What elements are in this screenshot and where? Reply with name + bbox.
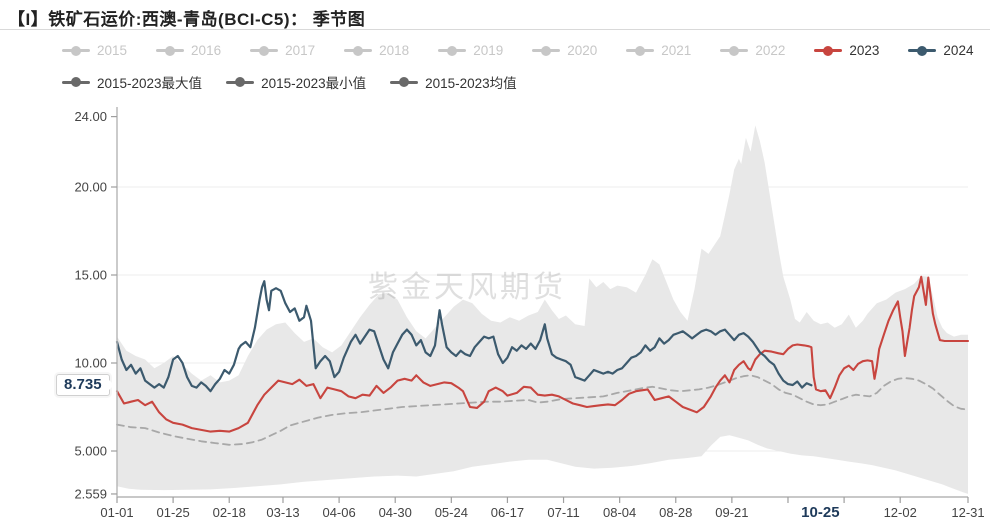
legend-item-2016[interactable]: 2016 xyxy=(156,43,221,58)
legend-label: 2021 xyxy=(661,43,692,58)
legend-item-2015-2023均值[interactable]: 2015-2023均值 xyxy=(390,72,517,92)
y-tick-label: 24.00 xyxy=(74,109,107,124)
legend-label: 2020 xyxy=(567,43,598,58)
legend-item-2015-2023最小值[interactable]: 2015-2023最小值 xyxy=(226,72,366,92)
x-tick-label: 06-17 xyxy=(491,505,524,520)
legend-row-years: 2015 2016 2017 2018 2019 2020 2021 2022 2023 2024 xyxy=(62,43,973,58)
legend-label: 2016 xyxy=(191,43,222,58)
current-value-badge: 8.735 xyxy=(56,374,114,397)
x-tick-label: 04-30 xyxy=(379,505,412,520)
legend-label: 2015-2023最大值 xyxy=(97,76,203,91)
legend-label: 2019 xyxy=(473,43,504,58)
legend-item-2015-2023最大值[interactable]: 2015-2023最大值 xyxy=(62,72,202,92)
x-tick-label: 07-11 xyxy=(547,505,579,520)
x-tick-label: 12-31 xyxy=(951,505,984,520)
x-tick-label: 12-02 xyxy=(884,505,917,520)
legend-marker-icon xyxy=(908,45,937,56)
x-tick-label: 09-21 xyxy=(715,505,748,520)
legend-item-2015[interactable]: 2015 xyxy=(62,43,127,58)
series-line-2023 xyxy=(115,275,970,433)
y-tick-label: 5.000 xyxy=(74,444,107,459)
minmax-band xyxy=(117,125,968,494)
x-tick-label: 02-18 xyxy=(213,505,246,520)
legend-marker-icon xyxy=(532,45,561,56)
legend-marker-icon xyxy=(720,45,749,56)
legend-label: 2018 xyxy=(379,43,410,58)
legend-item-2024[interactable]: 2024 xyxy=(908,43,973,58)
legend-item-2019[interactable]: 2019 xyxy=(438,43,503,58)
legend-item-2020[interactable]: 2020 xyxy=(532,43,597,58)
legend-marker-icon xyxy=(390,77,419,87)
legend-item-2017[interactable]: 2017 xyxy=(250,43,315,58)
x-tick-label: 04-06 xyxy=(322,505,355,520)
legend-label: 2023 xyxy=(849,43,880,58)
legend-marker-icon xyxy=(814,45,843,56)
x-tick-label: 03-13 xyxy=(266,505,299,520)
legend-marker-icon xyxy=(62,45,90,56)
series-line-2024 xyxy=(115,280,813,393)
x-tick-label: 01-25 xyxy=(156,505,189,520)
legend-label: 2015-2023均值 xyxy=(425,76,517,91)
y-tick-label: 20.00 xyxy=(74,180,107,195)
legend-marker-icon xyxy=(156,45,185,56)
legend-marker-icon xyxy=(626,45,655,56)
legend-marker-icon xyxy=(226,77,255,87)
legend-item-2023[interactable]: 2023 xyxy=(814,43,879,58)
legend-label: 2022 xyxy=(755,43,786,58)
legend-label: 2017 xyxy=(285,43,316,58)
legend-label: 2024 xyxy=(943,43,974,58)
y-tick-label: 10.00 xyxy=(74,356,107,371)
legend-marker-icon xyxy=(250,45,279,56)
legend-marker-icon xyxy=(62,77,90,87)
legend-item-2018[interactable]: 2018 xyxy=(344,43,409,58)
current-date-label: 10-25 xyxy=(780,504,861,521)
y-tick-label: 15.00 xyxy=(74,268,107,283)
series-line-2015-2023均值 xyxy=(116,374,969,446)
y-tick-label: 2.559 xyxy=(74,486,107,501)
legend-row-stats: 2015-2023最大值 2015-2023最小值 2015-2023均值 xyxy=(62,72,517,92)
legend-item-2021[interactable]: 2021 xyxy=(626,43,691,58)
x-tick-label: 01-01 xyxy=(100,505,133,520)
x-tick-label: 05-24 xyxy=(435,505,468,520)
legend-label: 2015-2023最小值 xyxy=(261,76,367,91)
page-title: 【I】铁矿石运价:西澳-青岛(BCI-C5)： 季节图 xyxy=(8,10,366,29)
x-tick-label: 08-04 xyxy=(603,505,636,520)
x-tick-label: 08-28 xyxy=(659,505,692,520)
legend-item-2022[interactable]: 2022 xyxy=(720,43,785,58)
legend-marker-icon xyxy=(344,45,373,56)
legend-marker-icon xyxy=(438,45,467,56)
title-divider xyxy=(0,29,990,30)
legend-label: 2015 xyxy=(97,43,128,58)
